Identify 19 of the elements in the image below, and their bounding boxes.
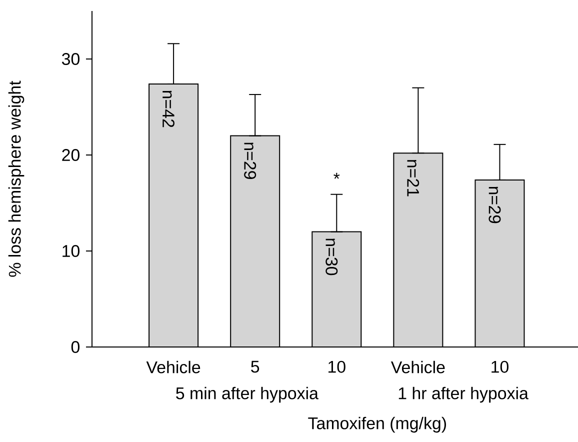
annotation: n=29 — [488, 186, 501, 224]
annotation: n=42 — [162, 90, 174, 128]
annotation: n=30 — [326, 238, 338, 276]
y-axis-title: % loss hemisphere weight — [8, 80, 24, 277]
annotation: * — [334, 172, 340, 179]
y-tick-label: 30 — [62, 53, 80, 65]
x-tick-label: 10 — [328, 360, 346, 373]
y-tick-label: 10 — [62, 245, 80, 257]
y-tick-label: 0 — [71, 341, 80, 353]
text: 1 hr after hypoxia — [398, 386, 528, 403]
x-tick-label: 5 — [251, 360, 260, 373]
x-tick-label: Vehicle — [390, 360, 445, 374]
x-tick-label: Vehicle — [146, 360, 200, 374]
text: 5 min after hypoxia — [176, 386, 318, 403]
x-axis-title: Tamoxifen (mg/kg) — [308, 416, 446, 433]
x-tick-label: 10 — [492, 360, 508, 373]
y-tick-label: 20 — [62, 149, 80, 161]
annotation: n=21 — [407, 160, 420, 196]
annotation: n=29 — [244, 142, 256, 179]
